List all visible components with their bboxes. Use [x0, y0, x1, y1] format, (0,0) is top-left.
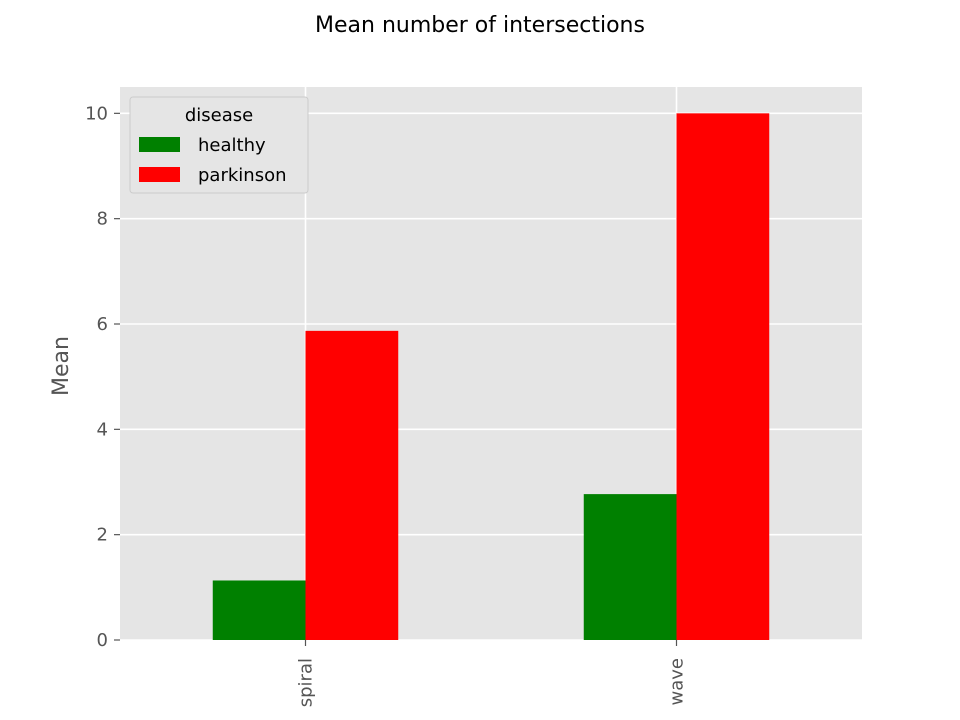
y-tick-label: 0 — [97, 630, 108, 651]
bars — [212, 113, 770, 641]
y-tick-label: 10 — [85, 103, 108, 124]
bar-parkinson-wave — [676, 113, 770, 641]
x-tick-label: spiral — [296, 658, 317, 707]
legend-swatch-healthy — [139, 137, 180, 152]
legend: disease healthy parkinson — [129, 96, 309, 194]
y-axis: 0 2 4 6 8 10 — [85, 103, 120, 651]
y-tick-label: 6 — [97, 314, 108, 335]
x-axis: spiral wave — [296, 640, 688, 707]
bar-healthy-wave — [583, 494, 677, 640]
chart-title: Mean number of intersections — [315, 13, 645, 38]
y-tick-label: 2 — [97, 525, 108, 546]
y-tick-label: 8 — [97, 209, 108, 230]
legend-swatch-parkinson — [139, 167, 180, 182]
bar-parkinson-spiral — [305, 330, 399, 640]
x-tick-label: wave — [667, 658, 688, 705]
y-axis-label: Mean — [49, 336, 74, 396]
bar-healthy-spiral — [212, 580, 306, 640]
legend-entry-healthy: healthy — [198, 135, 266, 156]
y-tick-label: 4 — [97, 419, 108, 440]
legend-entry-parkinson: parkinson — [198, 165, 287, 186]
legend-title: disease — [185, 105, 253, 126]
